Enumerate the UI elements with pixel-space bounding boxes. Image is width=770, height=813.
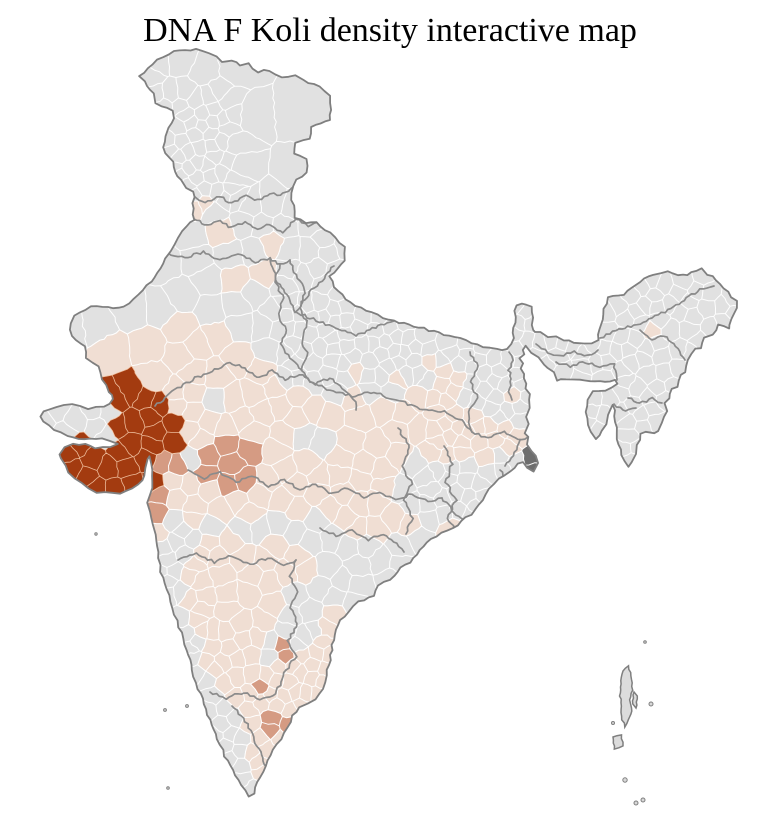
svg-text:DNA F Koli density interactive: DNA F Koli density interactive map [143, 12, 637, 49]
